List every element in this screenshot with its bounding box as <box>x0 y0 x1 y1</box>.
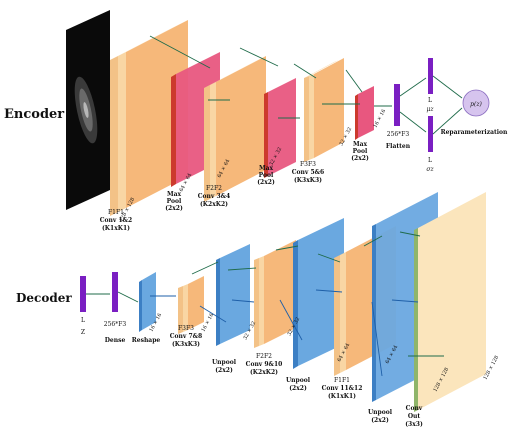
dec-dense-bar <box>112 272 118 312</box>
enc-mu-sym: μz <box>426 106 434 113</box>
dec-dense-dim: 256*F3 <box>104 321 127 328</box>
dec-dense-label: Dense <box>105 337 126 344</box>
svg-text:Pool: Pool <box>167 198 182 205</box>
svg-text:(2x2): (2x2) <box>257 179 275 186</box>
dec-conv78-label: F3F3 Conv 7&8 (K3xK3) <box>170 325 202 348</box>
svg-text:(2x2): (2x2) <box>351 155 369 162</box>
enc-dim-16: 16 × 16 <box>372 108 387 129</box>
enc-mu-bar <box>428 58 433 94</box>
enc-conv56-block <box>304 58 344 162</box>
svg-text:Conv 7&8: Conv 7&8 <box>170 333 202 340</box>
dec-unpool3-label: Unpool (2x2) <box>368 409 393 424</box>
svg-text:Pool: Pool <box>259 172 274 179</box>
svg-text:F2F2: F2F2 <box>256 353 272 360</box>
svg-text:(3x3): (3x3) <box>405 421 423 428</box>
dec-connectors <box>86 231 444 377</box>
svg-text:Conv 3&4: Conv 3&4 <box>198 193 230 200</box>
pz-label: p(z) <box>470 101 482 108</box>
enc-maxpool3-label: Max Pool (2x2) <box>351 141 369 162</box>
svg-text:(K3xK3): (K3xK3) <box>172 341 200 348</box>
svg-text:Unpool: Unpool <box>212 359 237 366</box>
enc-conv12-label: F1F1 Conv 1&2 (K1xK1) <box>100 209 132 232</box>
dec-reshape-block <box>139 272 156 332</box>
svg-text:(2x2): (2x2) <box>215 367 233 374</box>
svg-text:Conv 5&6: Conv 5&6 <box>292 169 324 176</box>
enc-conv34-block <box>204 56 266 202</box>
dec-unpool1-label: Unpool (2x2) <box>212 359 237 374</box>
dec-conv910-label: F2F2 Conv 9&10 (K2xK2) <box>246 353 283 376</box>
enc-maxpool2-block <box>264 78 296 178</box>
svg-text:Conv 9&10: Conv 9&10 <box>246 361 283 368</box>
enc-sigma-sym: σz <box>426 166 434 173</box>
svg-text:F1F1: F1F1 <box>108 209 124 216</box>
dec-convout-block <box>414 192 486 412</box>
enc-maxpool1-label: Max Pool (2x2) <box>165 191 183 212</box>
svg-text:(K2xK2): (K2xK2) <box>250 369 278 376</box>
dec-z-bar <box>80 276 86 312</box>
enc-mu-l: L <box>428 97 432 104</box>
dec-unpool2-label: Unpool (2x2) <box>286 377 311 392</box>
svg-text:Out: Out <box>408 413 421 420</box>
pz-node <box>462 89 490 117</box>
enc-maxpool3-block <box>355 86 374 140</box>
enc-sigma-bar <box>428 116 433 152</box>
svg-text:Conv 11&12: Conv 11&12 <box>322 385 363 392</box>
enc-flatten-bar <box>394 84 400 126</box>
dec-reshape-label: Reshape <box>132 337 161 344</box>
svg-text:Conv 1&2: Conv 1&2 <box>100 217 132 224</box>
enc-connectors <box>149 35 463 135</box>
svg-text:F2F2: F2F2 <box>206 185 222 192</box>
dec-conv78-block <box>178 276 204 334</box>
svg-text:(K1xK1): (K1xK1) <box>102 225 130 232</box>
dec-conv910-block <box>254 240 296 348</box>
svg-text:Max: Max <box>167 191 182 198</box>
svg-text:(2x2): (2x2) <box>371 417 389 424</box>
svg-text:Pool: Pool <box>353 148 368 155</box>
svg-text:Max: Max <box>259 165 274 172</box>
enc-sigma-l: L <box>428 157 432 164</box>
svg-text:(K2xK2): (K2xK2) <box>200 201 228 208</box>
dec-unpool1-block <box>216 244 250 346</box>
svg-text:F1F1: F1F1 <box>334 377 350 384</box>
dec-unpool2-block <box>293 218 344 369</box>
decoder-title: Decoder <box>16 291 72 305</box>
svg-text:(2x2): (2x2) <box>165 205 183 212</box>
enc-flatten-dim: 256*F3 <box>387 131 410 138</box>
svg-text:(2x2): (2x2) <box>289 385 307 392</box>
svg-text:F3F3: F3F3 <box>300 161 316 168</box>
enc-maxpool2-label: Max Pool (2x2) <box>257 165 275 186</box>
dec-z-name: Z <box>81 329 85 336</box>
svg-text:Conv: Conv <box>406 405 423 412</box>
reparam-label: Reparameterization <box>441 129 508 136</box>
svg-text:F3F3: F3F3 <box>178 325 194 332</box>
dec-z-l: L <box>81 317 85 324</box>
enc-conv34-label: F2F2 Conv 3&4 (K2xK2) <box>198 185 230 208</box>
dec-conv1112-label: F1F1 Conv 11&12 (K1xK1) <box>322 377 363 400</box>
svg-text:(K1xK1): (K1xK1) <box>328 393 356 400</box>
svg-text:Unpool: Unpool <box>286 377 311 384</box>
enc-conv56-label: F3F3 Conv 5&6 (K3xK3) <box>292 161 324 184</box>
svg-text:Unpool: Unpool <box>368 409 393 416</box>
svg-text:(K3xK3): (K3xK3) <box>294 177 322 184</box>
enc-flatten-label: Flatten <box>386 143 411 150</box>
dec-convout-label: Conv Out (3x3) <box>405 405 423 428</box>
encoder-title: Encoder <box>4 107 64 122</box>
svg-text:Max: Max <box>353 141 368 148</box>
input-galaxy-image <box>66 10 110 210</box>
